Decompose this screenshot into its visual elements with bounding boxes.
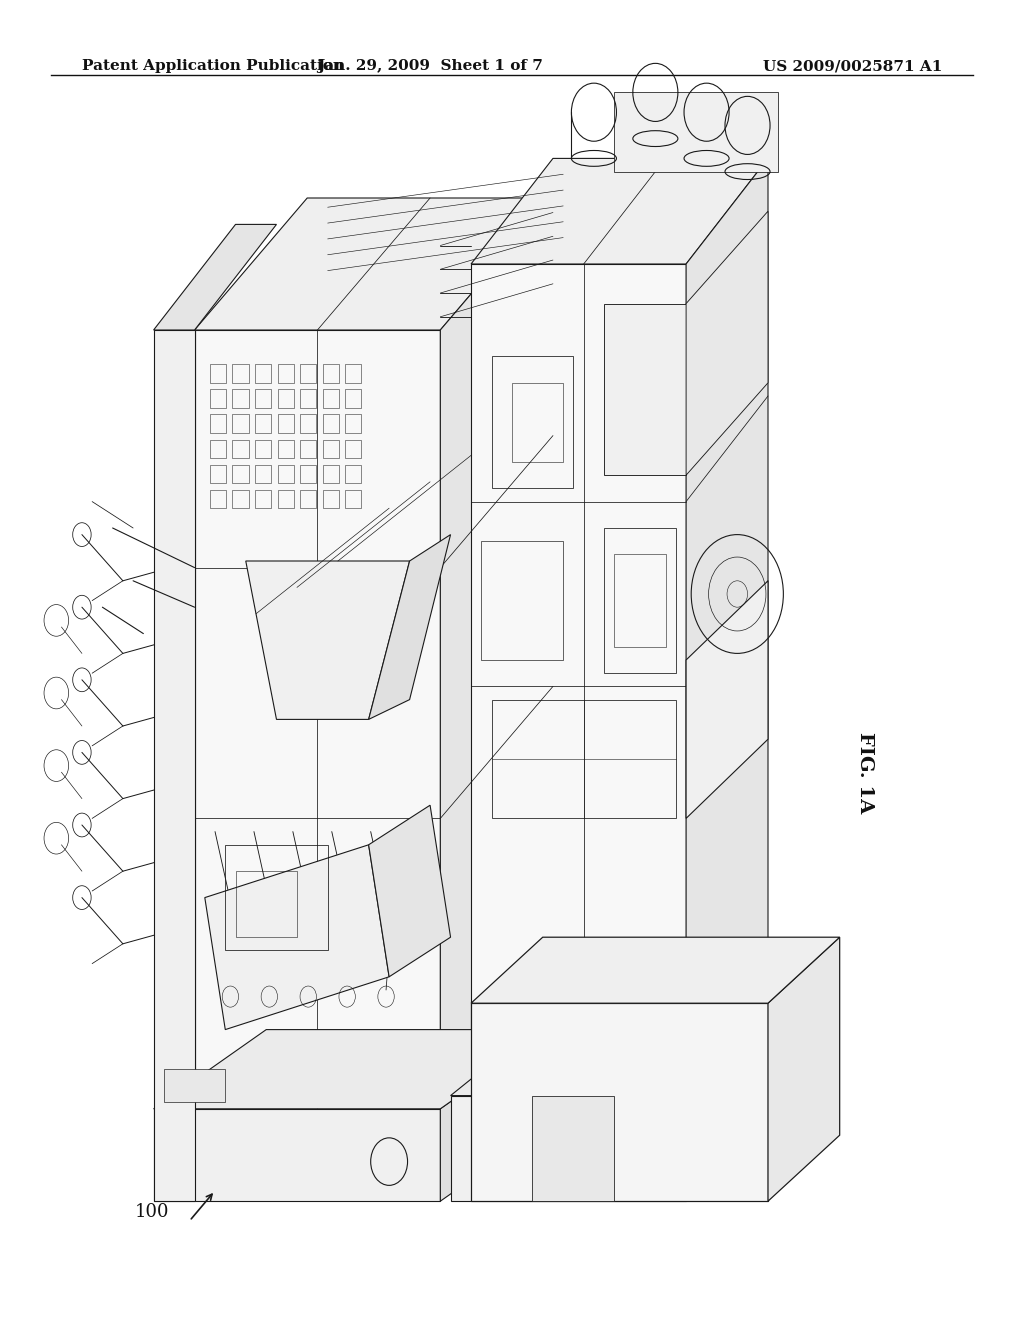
Polygon shape	[686, 158, 768, 1056]
Bar	[278, 440, 294, 458]
Polygon shape	[369, 535, 451, 719]
Bar	[255, 389, 271, 408]
Bar	[345, 414, 361, 433]
Text: Jan. 29, 2009  Sheet 1 of 7: Jan. 29, 2009 Sheet 1 of 7	[317, 59, 543, 74]
Polygon shape	[604, 304, 686, 475]
Bar	[345, 490, 361, 508]
Bar	[300, 465, 316, 483]
Bar	[323, 440, 339, 458]
Bar	[210, 440, 226, 458]
Bar	[345, 440, 361, 458]
Bar	[210, 465, 226, 483]
Polygon shape	[532, 1096, 614, 1201]
Polygon shape	[440, 1030, 553, 1201]
Bar	[614, 554, 666, 647]
Text: Patent Application Publication: Patent Application Publication	[82, 59, 344, 74]
Bar	[345, 389, 361, 408]
Bar	[236, 871, 297, 937]
Bar	[345, 364, 361, 383]
Polygon shape	[246, 561, 410, 719]
Text: FIG. 1A: FIG. 1A	[856, 731, 874, 813]
Bar	[255, 490, 271, 508]
Bar	[300, 389, 316, 408]
Polygon shape	[154, 1030, 553, 1109]
Bar	[323, 465, 339, 483]
Bar	[481, 541, 563, 660]
Polygon shape	[768, 937, 840, 1201]
Polygon shape	[195, 198, 553, 330]
Bar	[300, 414, 316, 433]
Bar	[232, 364, 249, 383]
Polygon shape	[686, 1030, 768, 1201]
Text: 100: 100	[134, 1203, 169, 1221]
Polygon shape	[451, 1030, 768, 1096]
Polygon shape	[440, 198, 553, 1162]
Bar	[232, 414, 249, 433]
Bar	[278, 490, 294, 508]
Polygon shape	[451, 1096, 686, 1201]
Polygon shape	[471, 1003, 768, 1201]
Polygon shape	[205, 845, 389, 1030]
Bar	[278, 364, 294, 383]
Bar	[164, 1069, 225, 1102]
Bar	[278, 465, 294, 483]
Bar	[492, 700, 676, 818]
Polygon shape	[614, 92, 778, 172]
Polygon shape	[686, 581, 768, 818]
Bar	[604, 528, 676, 673]
Polygon shape	[154, 1109, 440, 1201]
Bar	[210, 490, 226, 508]
Bar	[323, 364, 339, 383]
Bar	[323, 414, 339, 433]
Bar	[232, 490, 249, 508]
Text: US 2009/0025871 A1: US 2009/0025871 A1	[763, 59, 942, 74]
Polygon shape	[471, 937, 840, 1003]
Polygon shape	[154, 224, 276, 330]
Bar	[255, 364, 271, 383]
Bar	[255, 440, 271, 458]
Bar	[255, 414, 271, 433]
Bar	[323, 490, 339, 508]
Polygon shape	[471, 264, 686, 1056]
Bar	[210, 414, 226, 433]
Bar	[345, 465, 361, 483]
Bar	[300, 440, 316, 458]
Bar	[210, 364, 226, 383]
Bar	[232, 389, 249, 408]
Bar	[278, 414, 294, 433]
Bar	[278, 389, 294, 408]
Bar	[300, 490, 316, 508]
Bar	[232, 465, 249, 483]
Polygon shape	[195, 330, 440, 1162]
Polygon shape	[369, 805, 451, 977]
Bar	[232, 440, 249, 458]
Bar	[492, 356, 573, 488]
Bar	[225, 845, 328, 950]
Polygon shape	[471, 158, 768, 264]
Bar	[323, 389, 339, 408]
Bar	[300, 364, 316, 383]
Bar	[255, 465, 271, 483]
Bar	[210, 389, 226, 408]
Polygon shape	[154, 330, 195, 1201]
Polygon shape	[686, 211, 768, 475]
Bar	[512, 383, 563, 462]
